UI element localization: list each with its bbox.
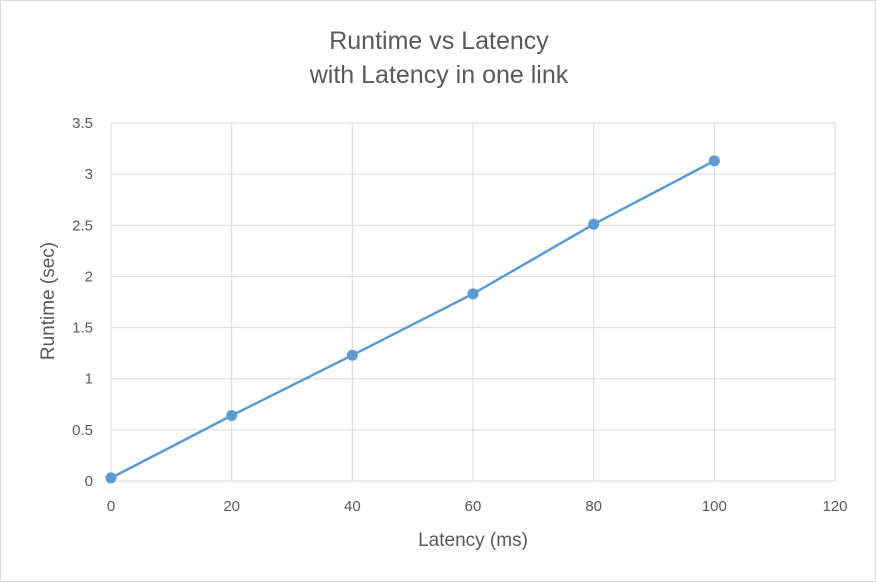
y-tick-label: 1.5 [72, 320, 93, 337]
y-tick-label: 2.5 [72, 217, 93, 234]
data-point [105, 472, 117, 484]
y-tick-label: 0 [85, 473, 93, 490]
y-tick-label: 2 [85, 268, 93, 285]
x-tick-label: 100 [702, 498, 727, 515]
grid-lines [110, 122, 836, 482]
chart-title-line2: with Latency in one link [309, 61, 569, 89]
series-group [105, 155, 720, 484]
y-tick-label: 0.5 [72, 422, 93, 439]
data-point [588, 218, 600, 230]
y-tick-label: 3 [85, 166, 93, 183]
data-point [708, 155, 720, 167]
chart-title-line1: Runtime vs Latency [329, 27, 549, 55]
data-point [467, 288, 479, 300]
series-line [110, 159, 715, 480]
y-axis-label: Runtime (sec) [38, 242, 59, 360]
x-tick-label: 0 [107, 498, 115, 515]
x-tick-label: 80 [585, 498, 602, 515]
x-tick-label: 60 [465, 498, 482, 515]
x-axis-label: Latency (ms) [418, 530, 528, 551]
x-tick-label: 120 [822, 498, 847, 515]
x-tick-label: 40 [344, 498, 361, 515]
tick-labels: 0 20 40 60 80 100 120 0 0.5 1 1.5 2 2.5 3 3.5 [72, 115, 847, 515]
x-tick-label: 20 [223, 498, 240, 515]
data-point [346, 349, 358, 361]
y-tick-label: 1 [85, 371, 93, 388]
y-tick-label: 3.5 [72, 115, 93, 132]
data-point [226, 410, 238, 422]
